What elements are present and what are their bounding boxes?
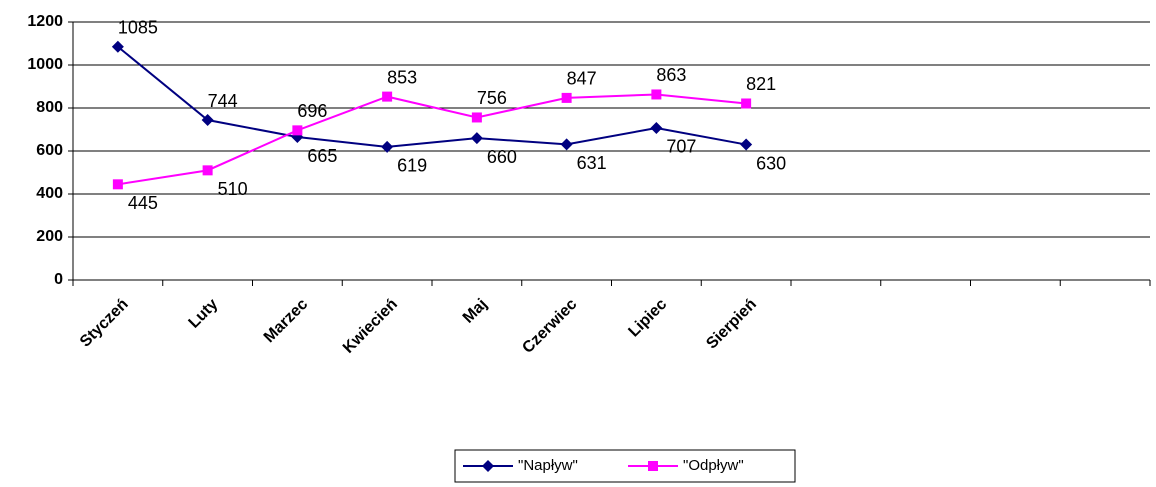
y-tick-label: 1200 <box>27 13 63 30</box>
y-tick-label: 1000 <box>27 56 63 73</box>
data-point <box>381 140 394 153</box>
y-tick-label: 600 <box>36 142 63 159</box>
data-label: 665 <box>307 146 337 166</box>
y-tick-label: 0 <box>54 271 63 288</box>
data-point <box>111 40 124 53</box>
x-tick-label: Marzec <box>261 296 311 346</box>
legend-label: "Odpływ" <box>683 457 744 474</box>
data-label: 744 <box>208 91 238 111</box>
y-tick-label: 400 <box>36 185 63 202</box>
x-tick-label: Maj <box>460 296 491 327</box>
legend-marker <box>648 461 658 471</box>
legend-marker <box>482 460 494 472</box>
data-point <box>201 114 214 127</box>
y-tick-label: 800 <box>36 99 63 116</box>
data-label: 863 <box>656 65 686 85</box>
legend: "Napływ" "Odpływ" <box>454 449 796 483</box>
data-label: 445 <box>128 193 158 213</box>
data-label: 660 <box>487 147 517 167</box>
x-tick-label: Luty <box>186 296 222 332</box>
x-tick-label: Styczeń <box>77 296 132 351</box>
data-label: 630 <box>756 153 786 173</box>
data-label: 756 <box>477 88 507 108</box>
x-tick-label: Kwiecień <box>340 296 401 357</box>
data-label: 510 <box>218 179 248 199</box>
data-label: 707 <box>666 137 696 157</box>
data-label: 1085 <box>118 17 158 37</box>
data-label: 853 <box>387 67 417 87</box>
data-label: 847 <box>567 69 597 89</box>
legend-label: "Napływ" <box>518 457 578 474</box>
data-point <box>740 138 753 151</box>
data-point <box>202 165 213 176</box>
data-point <box>471 112 482 123</box>
data-point <box>292 125 303 136</box>
series-line <box>117 45 747 148</box>
data-point <box>560 138 573 151</box>
data-label: 696 <box>297 101 327 121</box>
data-point <box>651 89 662 100</box>
x-tick-label: Lipiec <box>625 296 670 341</box>
data-point <box>382 91 393 102</box>
series-line <box>117 93 747 186</box>
data-point <box>112 179 123 190</box>
x-tick-label: Czerwiec <box>519 296 580 357</box>
data-label: 619 <box>397 156 427 176</box>
x-tick-label: Sierpień <box>703 296 760 353</box>
y-tick-label: 200 <box>36 228 63 245</box>
data-point <box>650 121 663 134</box>
data-point <box>741 98 752 109</box>
data-label: 821 <box>746 74 776 94</box>
data-point <box>470 132 483 145</box>
data-point <box>561 92 572 103</box>
data-label: 631 <box>577 153 607 173</box>
